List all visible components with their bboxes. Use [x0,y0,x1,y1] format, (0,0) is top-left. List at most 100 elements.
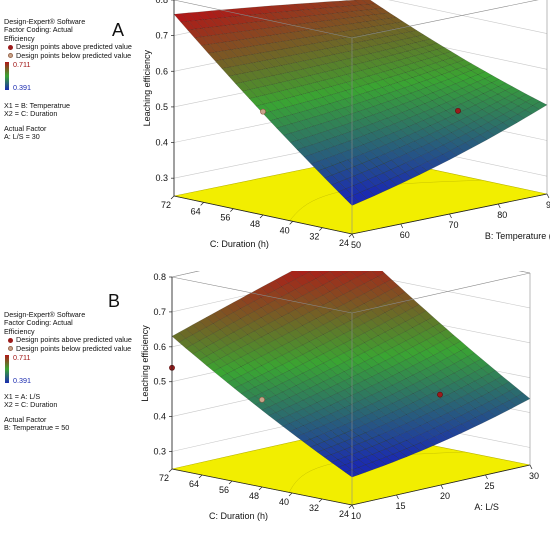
surface-cell [268,367,283,378]
z-tick-label: 0.4 [155,138,168,148]
surface-cell [187,20,204,30]
surface-cell [431,105,447,115]
surface-cell [412,165,428,175]
z-tick-label: 0.7 [155,31,168,41]
surface-cell [377,272,392,284]
y-tick-label: 72 [159,473,169,483]
color-scale-bar [5,62,9,91]
y-tick-label: 40 [279,497,289,507]
surface-cell [420,152,436,162]
y-tick-label: 40 [280,225,290,235]
surface-cell [262,12,279,21]
surface [173,0,548,206]
surface-cell [296,433,311,443]
surface-cell [231,31,247,41]
surface-cell [467,417,483,427]
z-tick-label: 0.6 [155,66,168,76]
surface-cell [456,59,473,67]
surface-cell [481,383,496,393]
surface-cell [240,362,256,373]
surface-cell [329,101,345,111]
x-tick [497,203,501,209]
frame [171,271,531,505]
surface-cell [315,8,331,15]
surface-cell [309,427,325,437]
surface-cell [371,382,386,393]
surface-cell [310,161,326,172]
surface-cell [367,3,384,10]
legend-response: Efficiency [4,326,35,336]
frame-edge [351,272,531,314]
surface-cell [378,369,393,380]
surface-cell [359,188,375,200]
legend-x1: X1 = A: L/S [4,392,41,402]
surface-cell [323,368,338,379]
surface-cell [255,13,271,22]
x-tick [485,474,488,480]
surface-cell [239,30,255,40]
surface-cell [344,195,360,206]
surface-cell [383,62,400,70]
color-scale-high: 0.711 [13,353,31,363]
surface-cell [331,0,347,8]
legend-x2: X2 = C: Duration [4,109,58,119]
x-axis-label: B: Temperature (°C) [485,231,550,241]
surface-cell [248,96,265,107]
surface-cell [302,405,318,415]
surface-cell [219,354,235,365]
x-tick [546,193,550,199]
surface-cell [296,146,312,158]
surface-cell [306,116,322,127]
z-tick-label: 0.3 [153,447,166,457]
frame-edge [173,0,353,39]
legend-actual-factor: B: Temperatrue = 50 [4,423,70,433]
y-tick [170,195,175,200]
legend-above: Design points above predicted value [16,335,132,345]
surface-cell [350,401,366,411]
surface-cell [364,429,380,439]
surface-cell [261,352,276,363]
surface-cell [433,398,448,408]
surface-cell [453,378,469,389]
surface-cell [250,78,266,88]
x-tick-label: 80 [497,210,507,220]
surface-cell [295,399,311,410]
surface-cell [351,427,366,436]
surface-cell [225,16,241,25]
z-tick-label: 0.4 [153,412,166,422]
chart-panel-b: 0.3 0.4 0.5 0.6 0.7 0.8 Leaching efficiency 10 1… [0,271,550,542]
surface-cell [382,178,398,190]
y-tick-label: 32 [309,503,319,513]
surface-cell [306,107,323,118]
surface-cell [267,329,283,341]
y-tick-label: 24 [339,238,349,248]
surface-cell [232,15,249,24]
surface-cell [420,58,436,66]
surface-cell [442,141,459,151]
x-tick [351,233,355,239]
surface-cell [439,348,455,359]
surface-cell [427,157,443,168]
z-tick-label: 0.5 [153,377,166,387]
design-point-below [259,396,265,403]
surface-cell [357,351,372,362]
surface-cell [384,347,400,358]
surface-cell [446,99,462,108]
surface-cell [375,172,391,183]
surface-cell [324,70,340,79]
surface-cell [212,339,228,350]
design-point-below [260,108,266,115]
surface-cell [173,13,189,23]
surface-cell [350,336,365,347]
surface-cell [472,134,488,145]
surface-cell [295,335,310,346]
surface-cell [274,345,290,356]
surface-cell [322,271,337,282]
color-scale-bar [5,355,9,384]
surface-cell [446,363,462,374]
surface-cell [488,407,503,417]
surface-cell [178,338,194,349]
surface-cell [351,451,366,460]
x-tick-label: 15 [395,501,405,511]
surface-cell [399,414,414,424]
